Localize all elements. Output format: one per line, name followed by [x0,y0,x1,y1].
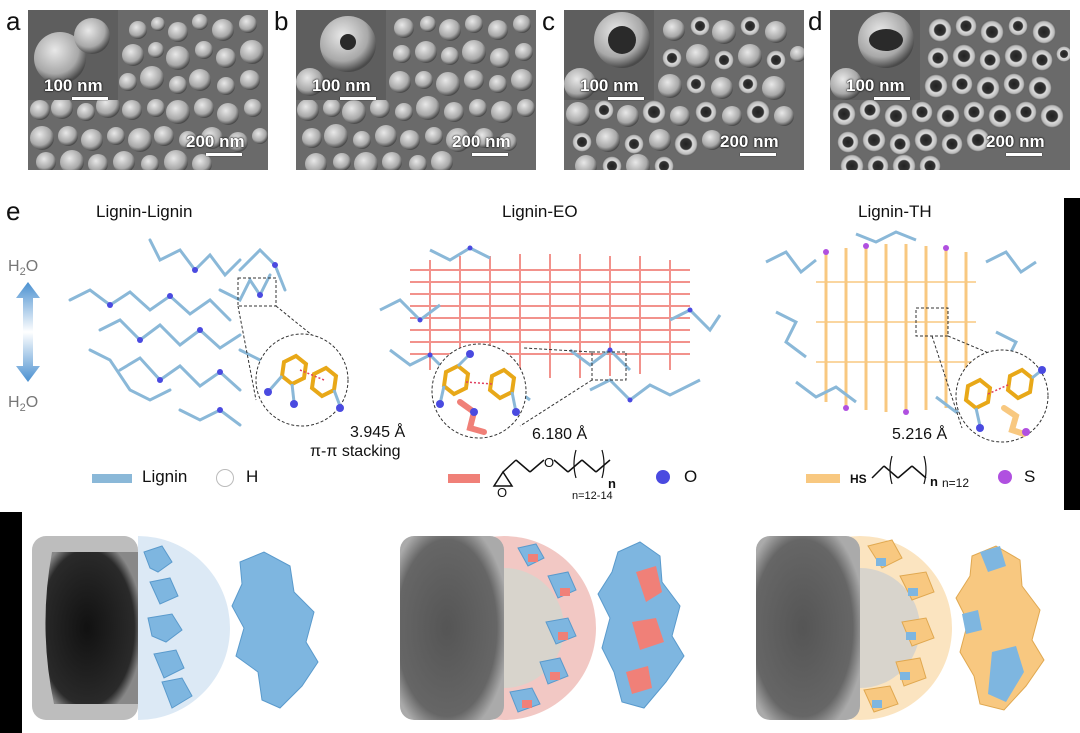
main-scale-bar [1006,153,1042,156]
main-scale-label: 200 nm [452,132,511,151]
main-scale-label: 200 nm [720,132,779,151]
panel-letter-b: b [274,6,289,36]
tem-lignin-eo [400,536,685,720]
right-edge-bar [1064,198,1080,510]
eo-epoxide-oxygen: O [497,485,508,500]
panel-letter-c: c [542,6,555,36]
main-scale-label: 200 nm [186,132,245,151]
eo-subscript-n: n [608,476,616,491]
sem-inset-b [296,10,386,100]
legend-h-label: H [246,467,259,486]
legend-o-label: O [684,467,698,486]
main-scale-bar [206,153,242,156]
tem-lignin-lignin [32,536,319,720]
th-range: n=12 [942,476,970,490]
stacking-note: π-π stacking [310,443,401,460]
eo-range: n=12-14 [572,490,613,502]
legend-o-dot [656,470,670,484]
legend-eo-swatch [448,474,480,483]
sem-inset-c [564,10,654,100]
th-hs-label: HS [850,472,867,486]
legend-th-swatch [806,474,840,483]
th-structure-icon [871,455,927,485]
sem-inset-d [830,10,920,100]
inset-scale-bar [340,97,376,100]
legend-h-dot [216,469,234,487]
lignin-th-zoom [955,349,1049,443]
legend-lignin-label: Lignin [142,467,188,486]
inset-scale-label: 100 nm [44,76,103,95]
sem-image-c: 100 nm 200 nm [564,10,804,170]
th-subscript-n: n [930,474,938,489]
model-title-lignin-lignin: Lignin-Lignin [96,202,193,221]
water-arrow-icon [16,282,40,382]
inset-scale-bar [874,97,910,100]
lignin-eo-model [379,245,722,427]
distance-lignin-lignin: 3.945 Å [350,424,406,441]
inset-scale-label: 100 nm [312,76,371,95]
inset-scale-label: 100 nm [580,76,639,95]
sem-inset-a [28,10,118,100]
distance-lignin-eo: 6.180 Å [532,426,588,443]
panel-letter-a: a [6,6,21,36]
distance-lignin-th: 5.216 Å [892,426,948,443]
inset-scale-bar [608,97,644,100]
legend-lignin-swatch [92,474,132,483]
legend-s-dot [998,470,1012,484]
panel-letter-d: d [808,6,823,36]
model-title-lignin-eo: Lignin-EO [502,202,578,221]
legend-s-label: S [1024,467,1036,486]
left-edge-bar [0,512,22,733]
main-scale-bar [472,153,508,156]
water-label-bottom: H2O [8,394,39,415]
model-title-lignin-th: Lignin-TH [858,202,932,221]
sem-image-a: 100 nm 200 nm [28,10,268,170]
tem-lignin-th [756,536,1045,720]
eo-structure-icon [492,449,611,487]
water-label-top: H2O [8,258,39,279]
lignin-eo-zoom [431,343,527,439]
eo-ether-oxygen: O [544,455,555,470]
lignin-lignin-model [68,238,319,427]
inset-scale-bar [72,97,108,100]
main-scale-label: 200 nm [986,132,1045,151]
inset-scale-label: 100 nm [846,76,905,95]
main-scale-bar [740,153,776,156]
sem-image-b: 100 nm 200 nm [296,10,536,170]
sem-image-d: 100 nm 200 nm [830,10,1070,170]
panel-letter-e: e [6,196,21,226]
lignin-lignin-zoom [255,333,349,427]
sem-particles-a [28,10,268,170]
